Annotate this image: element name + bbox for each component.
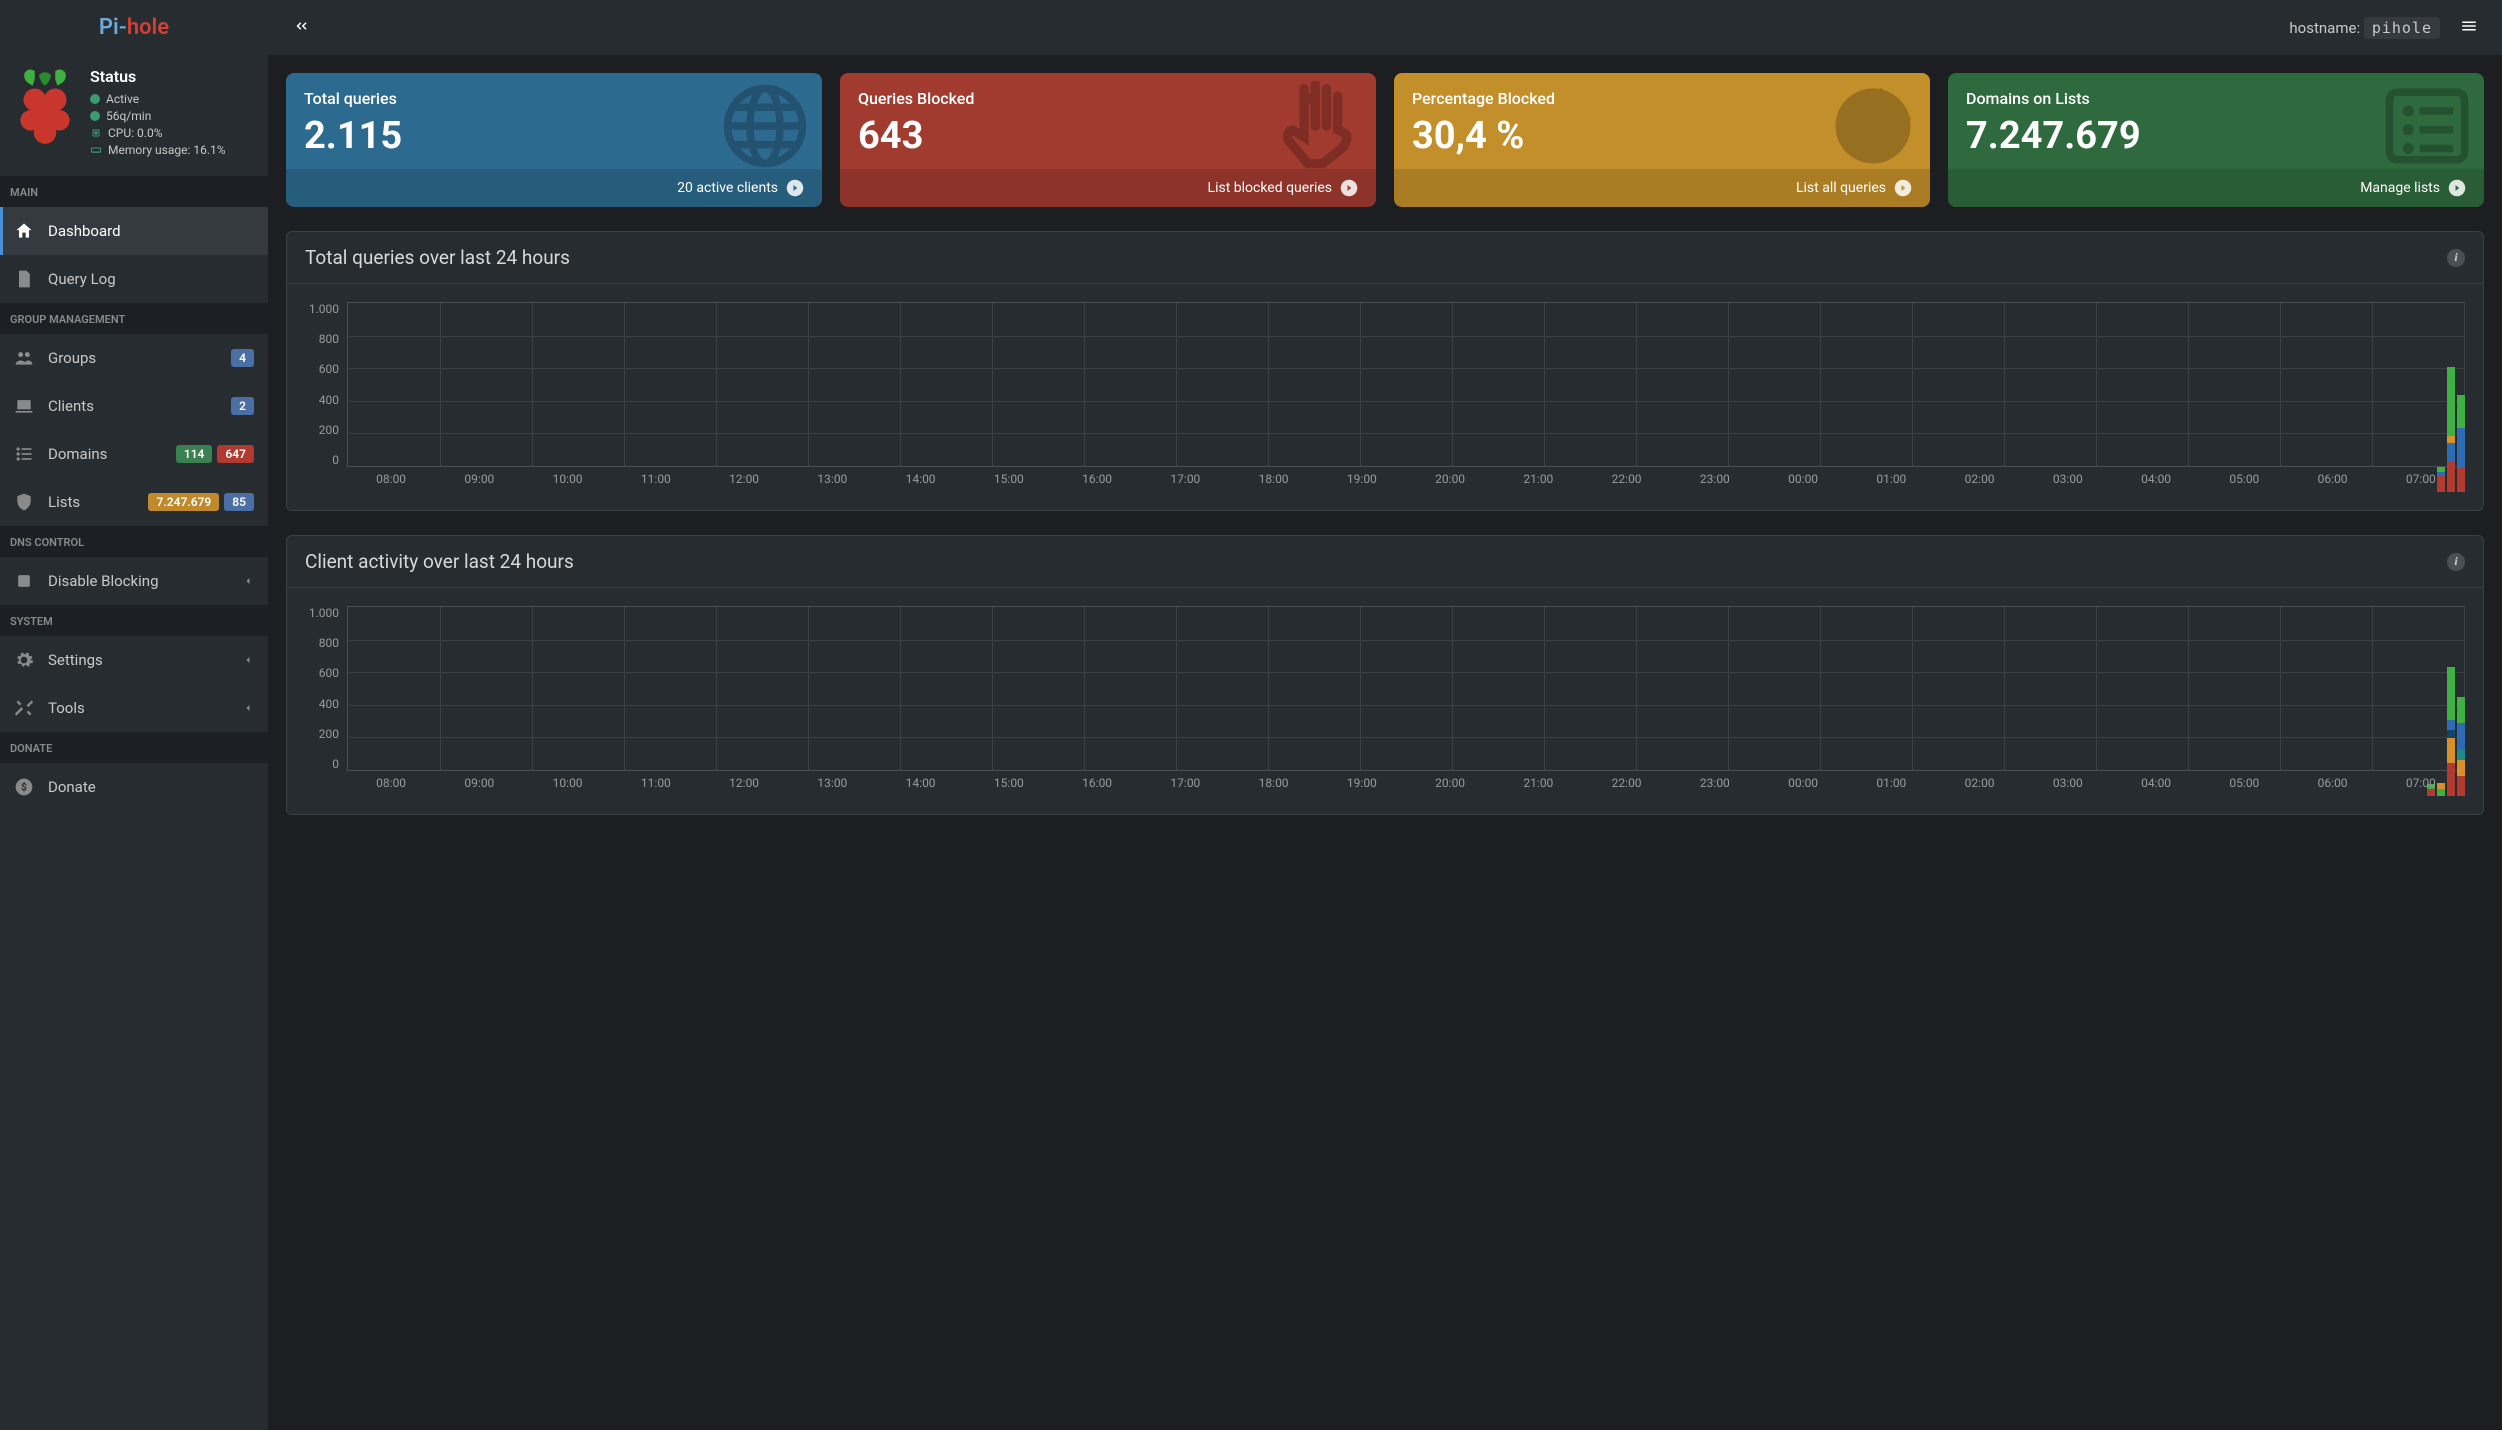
nav-header-dns: DNS CONTROL [0,526,268,557]
x-axis: 08:0009:0010:0011:0012:0013:0014:0015:00… [347,776,2465,790]
panel-title: Total queries over last 24 hours [305,246,570,269]
sidebar-item-disable-blocking[interactable]: Disable Blocking [0,557,268,605]
list-alt-icon [2382,81,2472,171]
hostname-value: pihole [2364,17,2440,39]
status-rate: 56q/min [90,109,254,123]
hand-icon [1274,81,1364,171]
sidebar-item-lists[interactable]: Lists 7.247.679 85 [0,478,268,526]
card-footer-link[interactable]: 20 active clients [286,169,822,207]
card-footer-link[interactable]: Manage lists [1948,169,2484,207]
sidebar-collapse-button[interactable] [284,9,318,47]
status-active: Active [90,92,254,106]
status-cpu: CPU: 0.0% [90,126,254,140]
clients-badge: 2 [231,397,254,415]
arrow-right-circle-icon [1340,179,1358,197]
card-total-queries[interactable]: Total queries 2.115 20 active clients [286,73,822,207]
lists-badge-num: 85 [224,493,254,511]
sidebar-item-settings[interactable]: Settings [0,636,268,684]
sidebar-item-query-log[interactable]: Query Log [0,255,268,303]
menu-button[interactable] [2452,9,2486,47]
donate-icon: $ [14,777,34,797]
groups-badge: 4 [231,349,254,367]
panel-client-activity-chart: Client activity over last 24 hours i 1.0… [286,535,2484,815]
clients-chart: 1.0008006004002000 08:0009:0010:0011:001… [305,606,2465,796]
sidebar-item-donate[interactable]: $ Donate [0,763,268,811]
active-dot-icon [90,94,100,104]
info-button[interactable]: i [2447,249,2465,267]
y-axis: 1.0008006004002000 [305,302,347,467]
sidebar-item-tools[interactable]: Tools [0,684,268,732]
sidebar-item-groups[interactable]: Groups 4 [0,334,268,382]
chevron-double-left-icon [292,17,310,35]
status-title: Status [90,67,254,86]
y-axis: 1.0008006004002000 [305,606,347,771]
card-footer-link[interactable]: List blocked queries [840,169,1376,207]
sidebar: Pi-hole Status Active 56q/min CPU: 0.0% … [0,0,268,1430]
sidebar-item-dashboard[interactable]: Dashboard [0,207,268,255]
stop-icon [14,571,34,591]
svg-text:$: $ [21,780,27,793]
sidebar-item-domains[interactable]: Domains 114 647 [0,430,268,478]
pie-chart-icon [1828,81,1918,171]
x-axis: 08:0009:0010:0011:0012:0013:0014:0015:00… [347,472,2465,486]
hamburger-icon [2460,17,2478,35]
sidebar-item-clients[interactable]: Clients 2 [0,382,268,430]
panel-title: Client activity over last 24 hours [305,550,574,573]
memory-icon [90,144,102,156]
hostname: hostname: pihole [2289,19,2440,37]
card-footer-link[interactable]: List all queries [1394,169,1930,207]
shield-icon [14,492,34,512]
rate-dot-icon [90,111,100,121]
domains-badge-allow: 114 [176,445,213,463]
cpu-icon [90,127,102,139]
gear-icon [14,650,34,670]
main-content: Total queries 2.115 20 active clients Qu… [268,55,2502,857]
logo-hole: hole [127,15,169,40]
chevron-left-icon [242,654,254,666]
nav-header-main: MAIN [0,176,268,207]
nav-header-donate: DONATE [0,732,268,763]
arrow-right-circle-icon [1894,179,1912,197]
status-panel: Status Active 56q/min CPU: 0.0% Memory u… [0,55,268,176]
chevron-left-icon [242,575,254,587]
panel-total-queries-chart: Total queries over last 24 hours i 1.000… [286,231,2484,511]
file-icon [14,269,34,289]
info-button[interactable]: i [2447,553,2465,571]
tools-icon [14,698,34,718]
chart-bars [2427,631,2465,796]
card-queries-blocked[interactable]: Queries Blocked 643 List blocked queries [840,73,1376,207]
domains-badge-deny: 647 [217,445,254,463]
arrow-right-circle-icon [786,179,804,197]
card-domains-on-lists[interactable]: Domains on Lists 7.247.679 Manage lists [1948,73,2484,207]
chart-bars [2437,327,2465,492]
chevron-left-icon [242,702,254,714]
nav-header-group: GROUP MANAGEMENT [0,303,268,334]
chart-grid [347,302,2465,467]
topbar: hostname: pihole [268,0,2502,55]
chart-grid [347,606,2465,771]
home-icon [14,221,34,241]
logo-pi: Pi- [99,15,127,40]
queries-chart: 1.0008006004002000 08:0009:0010:0011:001… [305,302,2465,492]
status-memory: Memory usage: 16.1% [90,143,254,157]
list-icon [14,444,34,464]
arrow-right-circle-icon [2448,179,2466,197]
hostname-label: hostname: [2289,19,2360,37]
lists-badge-count: 7.247.679 [148,493,219,511]
globe-icon [720,81,810,171]
nav-header-system: SYSTEM [0,605,268,636]
users-icon [14,348,34,368]
laptop-icon [14,396,34,416]
logo[interactable]: Pi-hole [0,0,268,55]
raspberry-logo-icon [14,67,76,149]
card-percentage-blocked[interactable]: Percentage Blocked 30,4 % List all queri… [1394,73,1930,207]
summary-cards: Total queries 2.115 20 active clients Qu… [286,73,2484,207]
